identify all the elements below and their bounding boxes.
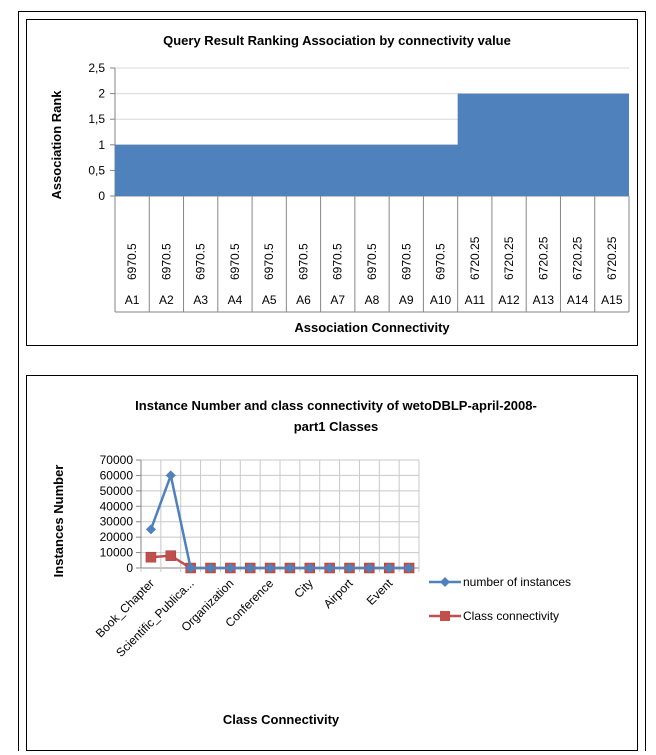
data-point [145,524,156,535]
connectivity-label: 6970.5 [399,243,413,280]
connectivity-label: 6720.25 [605,236,619,280]
chart-instances: Instance Number and class connectivity o… [51,398,571,727]
category-label: A12 [498,293,520,307]
category-table: A1 6970.5 A2 6970.5 A3 6970.5 A4 6970.5 A5 6970.5… [114,196,630,313]
data-point [185,563,196,573]
chart-instances-panel: Instance Number and class connectivity o… [26,375,638,751]
data-point [404,563,415,573]
data-point [145,551,157,563]
y-tick-label: 20000 [100,530,134,544]
chart-ranking: Query Result Ranking Association by conn… [49,33,630,335]
y-tick-label: 0 [98,189,105,203]
area-fill [115,93,629,196]
data-point [165,470,176,481]
data-point [284,563,295,573]
y-tick-labels: 0 0,5 1 1,5 2 2,5 [88,61,105,203]
y-tick-label: 1,5 [88,112,105,126]
y-tick-label: 70000 [100,453,134,467]
connectivity-label: 6970.5 [159,243,173,280]
chart-title: Query Result Ranking Association by conn… [163,33,511,48]
y-tick-label: 40000 [100,499,134,513]
category-label: A2 [159,293,174,307]
connectivity-label: 6970.5 [434,243,448,280]
connectivity-label: 6970.5 [296,243,310,280]
data-point [205,563,216,573]
connectivity-label: 6970.5 [194,243,208,280]
connectivity-label: 6720.25 [468,236,482,280]
y-tick-label: 50000 [100,484,134,498]
area-series [115,93,629,196]
category-label: A6 [296,293,311,307]
category-label: A5 [262,293,277,307]
data-point [265,563,276,573]
category-label: A14 [567,293,589,307]
y-axis-label: Instances Number [51,465,66,578]
connectivity-label: 6970.5 [228,243,242,280]
category-label: A4 [228,293,243,307]
category-label: A10 [430,293,452,307]
x-axis-label: Association Connectivity [294,320,450,335]
y-tick-label: 2 [98,87,105,101]
category-label: Event [364,576,396,608]
category-label: A13 [533,293,555,307]
data-point [384,563,395,573]
data-point [165,550,177,561]
category-label: A3 [193,293,208,307]
category-label: Airport [321,576,356,611]
legend-label-connectivity: Class connectivity [463,609,559,623]
category-label: A15 [601,293,623,307]
data-point [344,563,355,573]
connectivity-label: 6970.5 [331,243,345,280]
data-point [304,563,315,573]
gridlines [136,459,420,572]
figure-frame [18,11,646,751]
y-tick-label: 2,5 [88,61,105,75]
y-tick-label: 10000 [100,546,134,560]
connectivity-label: 6720.25 [502,236,516,280]
y-tick-label: 0,5 [88,163,105,177]
category-label: A7 [330,293,345,307]
y-tick-label: 60000 [100,468,134,482]
line-series [145,470,415,574]
y-tick-label: 30000 [100,515,134,529]
connectivity-label: 6720.25 [571,236,585,280]
connectivity-label: 6970.5 [262,243,276,280]
data-point [245,563,256,573]
data-point [364,563,375,573]
category-label: A8 [365,293,380,307]
x-tick-labels: Book_ChapterScientific_Publica...Organiz… [93,576,396,660]
x-axis-label: Class Connectivity [223,712,340,727]
connectivity-label: 6970.5 [365,243,379,280]
y-tick-label: 1 [98,138,105,152]
chart-title-line-2: part1 Classes [294,419,379,434]
y-axis-label: Association Rank [49,90,64,200]
legend-label-instances: number of instances [463,575,571,589]
connectivity-label: 6720.25 [536,236,550,280]
data-point [225,563,236,573]
chart-title-line-1: Instance Number and class connectivity o… [135,398,537,413]
data-point [324,563,335,573]
legend-marker-connectivity [440,611,450,621]
legend: number of instances Class connectivity [429,575,571,623]
y-tick-label: 0 [126,561,133,575]
category-label: A11 [465,293,486,307]
category-label: A1 [125,293,140,307]
chart-ranking-panel: Query Result Ranking Association by conn… [26,19,638,346]
connectivity-label: 6970.5 [125,243,139,280]
legend-marker-instances [440,577,450,587]
category-label: City [291,576,316,601]
category-label: A9 [399,293,414,307]
